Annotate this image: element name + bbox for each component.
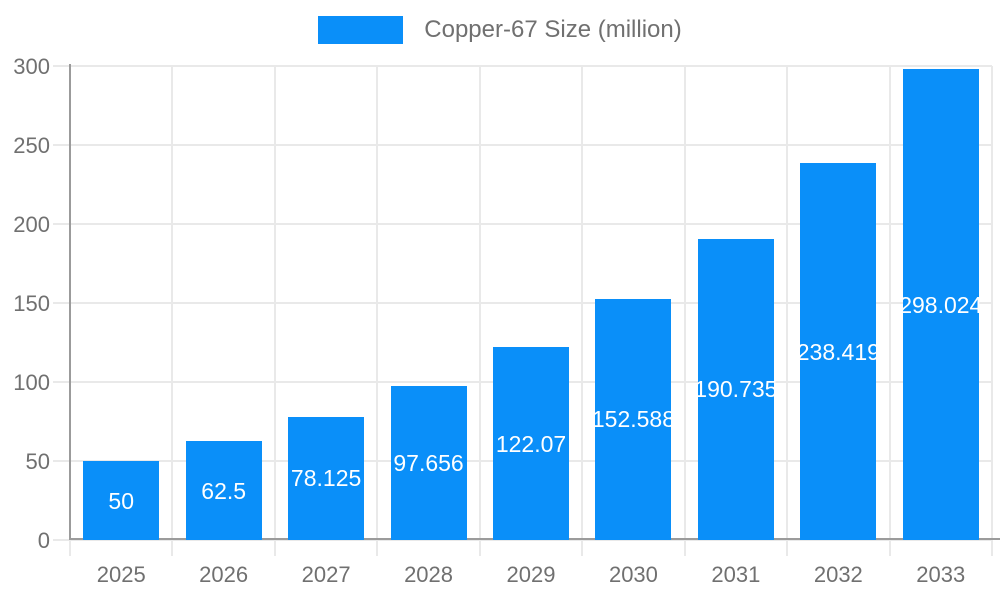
y-axis-line (69, 64, 71, 540)
bar-2026[interactable] (185, 441, 262, 540)
bar-2028[interactable] (390, 385, 467, 540)
bar-value-label: 298.024 (899, 291, 983, 318)
y-tick-label: 50 (25, 449, 50, 474)
gridline-vertical (581, 66, 584, 556)
gridline-horizontal (53, 539, 992, 541)
bar-value-label: 97.656 (393, 449, 464, 476)
gridline-vertical (478, 66, 481, 556)
legend-swatch (318, 16, 404, 44)
bar-2032[interactable] (800, 163, 877, 540)
gridline-vertical (376, 66, 379, 556)
x-tick-label: 2030 (608, 562, 658, 587)
chart-legend-item[interactable]: Copper-67 Size (million) (0, 16, 1000, 44)
bar-value-label: 122.07 (495, 430, 567, 457)
gridline-horizontal (53, 223, 992, 225)
x-tick-label: 2026 (199, 562, 249, 587)
gridline-vertical (888, 66, 891, 556)
bar-value-label: 78.125 (290, 465, 362, 492)
gridline-horizontal (53, 144, 992, 146)
gridline-vertical (786, 66, 789, 556)
bar-2025[interactable] (83, 461, 160, 540)
legend-label: Copper-67 Size (million) (424, 16, 682, 43)
plot-area: 0 50 100 150 200 250 300 50 2025 62.5 2026 78.125 20… (13, 54, 1000, 587)
x-tick-label: 2033 (916, 562, 966, 587)
x-tick-label: 2029 (506, 562, 556, 587)
y-tick-label: 0 (37, 528, 50, 553)
bar-2031[interactable] (697, 238, 774, 540)
gridline-vertical (683, 66, 686, 556)
gridline-horizontal (53, 65, 992, 67)
x-tick-label: 2028 (404, 562, 454, 587)
y-tick-label: 300 (13, 54, 50, 79)
x-tick-label: 2032 (813, 562, 863, 587)
bar-value-label: 238.419 (796, 338, 880, 365)
bar-2033[interactable] (902, 69, 979, 540)
bar-value-label: 190.735 (694, 376, 778, 403)
gridline-vertical (273, 66, 276, 556)
gridline-vertical (171, 66, 174, 556)
gridline-horizontal (53, 302, 992, 304)
bar-value-label: 152.588 (591, 406, 676, 433)
x-tick-label: 2031 (711, 562, 761, 587)
y-tick-label: 200 (13, 212, 50, 237)
bar-2027[interactable] (288, 416, 365, 540)
x-tick-label: 2025 (96, 562, 146, 587)
x-tick-label: 2027 (301, 562, 351, 587)
y-tick-label: 250 (13, 133, 50, 158)
y-tick-label: 150 (13, 291, 50, 316)
bar-value-label: 50 (108, 487, 135, 514)
gridline-vertical (991, 66, 993, 556)
bar-value-label: 62.5 (201, 477, 247, 504)
bar-2029[interactable] (493, 347, 569, 540)
bar-2030[interactable] (595, 298, 672, 540)
y-tick-label: 100 (13, 370, 50, 395)
